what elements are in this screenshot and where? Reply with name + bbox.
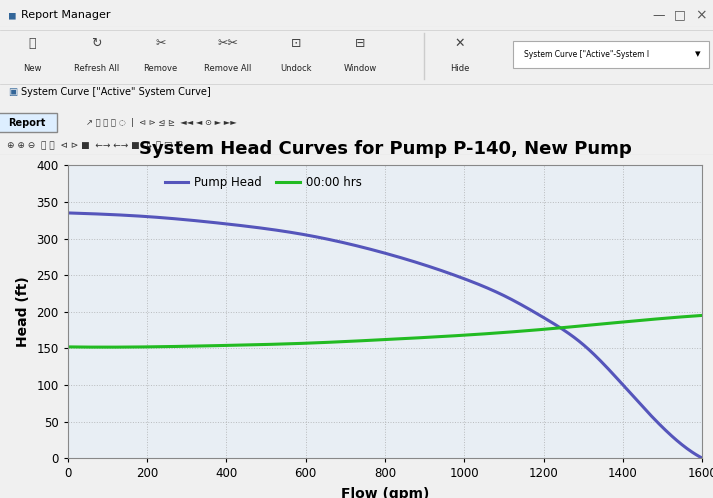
Text: Remove: Remove — [143, 64, 178, 73]
Text: ▾: ▾ — [695, 50, 701, 60]
Text: ⊕ ⊕ ⊖  🗠 🗠  ⊲ ⊳ ■  ←→ ←→ ■  ↳ 🖨 □  ?: ⊕ ⊕ ⊖ 🗠 🗠 ⊲ ⊳ ■ ←→ ←→ ■ ↳ 🖨 □ ? — [7, 140, 183, 149]
Legend: Pump Head, 00:00 hrs: Pump Head, 00:00 hrs — [160, 171, 366, 194]
Y-axis label: Head (ft): Head (ft) — [16, 276, 29, 347]
Text: ■: ■ — [9, 10, 15, 20]
Text: Window: Window — [344, 64, 376, 73]
Title: System Head Curves for Pump P-140, New Pump: System Head Curves for Pump P-140, New P… — [138, 140, 632, 158]
Text: ×: × — [695, 8, 707, 22]
Text: 🗒: 🗒 — [29, 37, 36, 50]
FancyBboxPatch shape — [513, 41, 709, 68]
X-axis label: Flow (gpm): Flow (gpm) — [341, 487, 429, 498]
Text: New: New — [23, 64, 41, 73]
Text: ↗ ⎘ 🗐 🗐 ◌  |  ⊲ ⊳ ⊴ ⊵  ◄◄ ◄ ⊙ ► ►►: ↗ ⎘ 🗐 🗐 ◌ | ⊲ ⊳ ⊴ ⊵ ◄◄ ◄ ⊙ ► ►► — [86, 118, 236, 127]
Text: Undock: Undock — [280, 64, 312, 73]
Text: ✂: ✂ — [155, 37, 165, 50]
Text: □: □ — [674, 8, 685, 21]
Text: Hide: Hide — [450, 64, 470, 73]
Text: Refresh All: Refresh All — [73, 64, 119, 73]
Text: ✂✂: ✂✂ — [217, 37, 239, 50]
Text: Report: Report — [9, 118, 46, 127]
Text: —: — — [652, 8, 665, 21]
Text: System Curve ["Active" System Curve]: System Curve ["Active" System Curve] — [21, 88, 211, 98]
Text: ✕: ✕ — [455, 37, 465, 50]
Text: ⊟: ⊟ — [355, 37, 365, 50]
Text: ↻: ↻ — [91, 37, 101, 50]
Text: ⊡: ⊡ — [291, 37, 301, 50]
Text: Report Manager: Report Manager — [21, 10, 111, 20]
Text: System Curve ["Active"-System I: System Curve ["Active"-System I — [524, 50, 649, 59]
Text: Remove All: Remove All — [205, 64, 252, 73]
FancyBboxPatch shape — [0, 113, 57, 132]
Text: ▣: ▣ — [9, 88, 18, 98]
